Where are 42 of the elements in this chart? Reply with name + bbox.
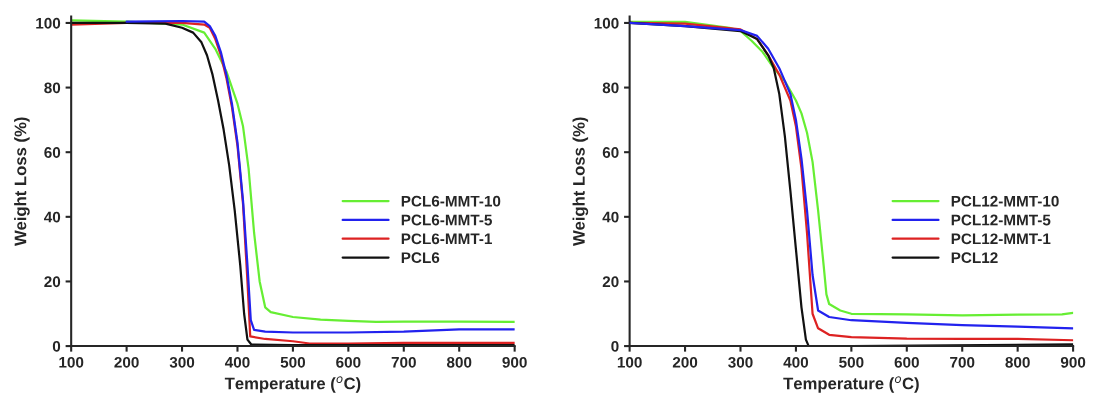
y-tick-label: 0: [611, 340, 619, 352]
x-tick-label: 700: [391, 356, 416, 368]
x-tick-label: 900: [1060, 356, 1086, 368]
x-tick-label: 800: [1005, 356, 1030, 368]
y-tick-label: 80: [44, 82, 61, 94]
y-tick-label: 100: [594, 17, 619, 29]
y-axis-title: Weight Loss (%): [572, 117, 589, 246]
x-tick-label: 100: [617, 356, 642, 368]
x-tick-label: 200: [114, 356, 139, 368]
y-tick-label: 60: [44, 147, 61, 158]
legend-label: PCL6-MMT-1: [401, 233, 492, 245]
legend-label: PCL12-MMT-10: [951, 195, 1059, 207]
x-tick-label: 600: [894, 356, 919, 368]
x-tick-label: 300: [169, 356, 195, 368]
y-tick-label: 40: [602, 211, 619, 223]
y-tick-label: 0: [52, 340, 61, 352]
y-tick-label: 80: [602, 82, 619, 94]
x-tick-label: 900: [502, 356, 527, 368]
x-tick-label: 100: [59, 356, 84, 368]
legend-label: PCL6-MMT-10: [401, 195, 501, 207]
x-axis-title: Temperature ($^{o}$C): [783, 376, 919, 393]
x-tick-label: 700: [950, 356, 975, 368]
x-tick-label: 200: [672, 356, 698, 368]
legend-label: PCL12: [951, 252, 998, 264]
x-axis-title: Temperature ($^{o}$C): [224, 376, 361, 393]
x-tick-label: 600: [336, 356, 361, 368]
legend-label: PCL6-MMT-5: [401, 214, 492, 226]
y-tick-label: 40: [44, 211, 61, 223]
y-tick-label: 20: [602, 276, 619, 288]
legend-label: PCL12-MMT-1: [951, 233, 1051, 245]
legend-label: PCL6: [401, 252, 440, 264]
legend-label: PCL12-MMT-5: [951, 214, 1051, 226]
y-tick-label: 100: [36, 17, 61, 29]
x-tick-label: 800: [446, 356, 472, 368]
x-tick-label: 500: [280, 356, 306, 368]
y-tick-label: 20: [44, 276, 61, 288]
y-axis-title: Weight Loss (%): [14, 117, 30, 246]
x-tick-label: 500: [839, 356, 864, 368]
y-tick-label: 60: [602, 147, 619, 158]
x-tick-label: 300: [728, 356, 753, 368]
x-tick-label: 400: [224, 356, 250, 368]
x-tick-label: 400: [783, 356, 809, 368]
